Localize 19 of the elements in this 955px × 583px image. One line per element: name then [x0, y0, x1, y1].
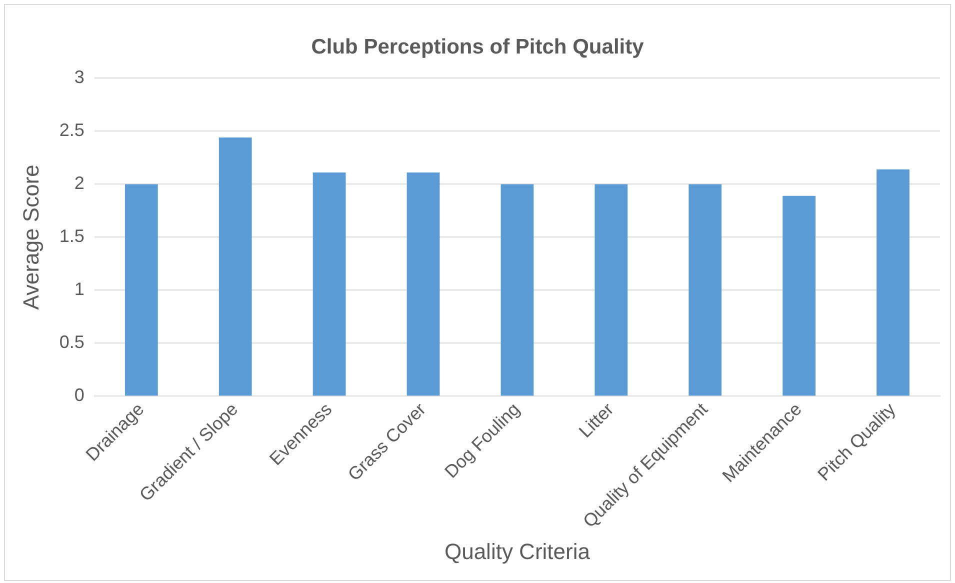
y-tick-label: 2: [74, 173, 84, 194]
bar: [500, 184, 534, 396]
bar: [876, 169, 910, 396]
bar: [124, 184, 158, 396]
y-tick-label: 3: [74, 67, 84, 88]
y-tick-label: 0: [74, 385, 84, 406]
y-tick-label: 1.5: [59, 226, 84, 246]
y-axis-title: Average Score: [18, 164, 44, 310]
bar: [406, 172, 440, 396]
y-tick-label: 1: [74, 279, 84, 300]
bar: [782, 196, 816, 396]
bar: [688, 184, 722, 396]
y-tick-label: 2.5: [59, 120, 84, 140]
bar: [218, 138, 252, 396]
chart-title: Club Perceptions of Pitch Quality: [311, 35, 644, 58]
bar: [594, 184, 628, 396]
y-tick-label: 0.5: [59, 332, 84, 352]
x-axis-title: Quality Criteria: [444, 538, 591, 564]
bar: [312, 172, 346, 396]
